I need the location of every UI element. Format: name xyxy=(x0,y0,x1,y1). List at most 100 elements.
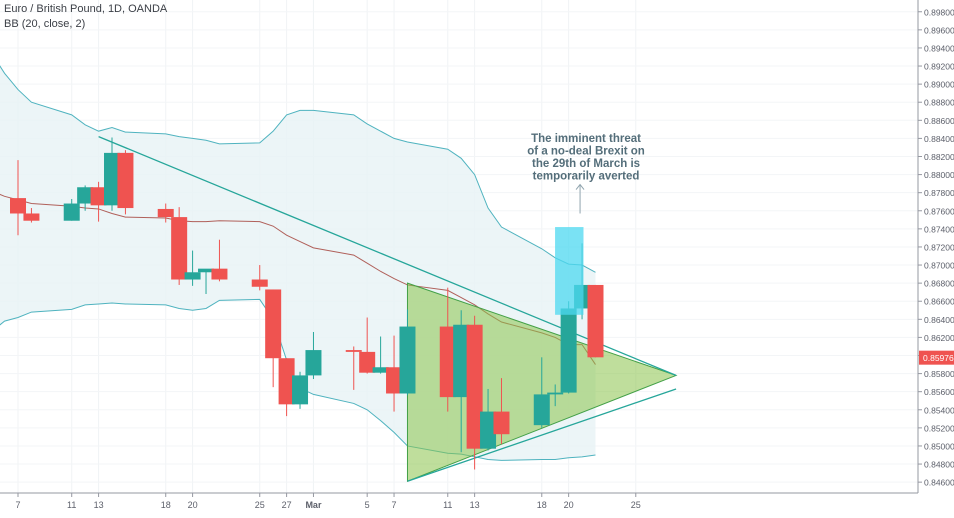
x-tick-label-5: 25 xyxy=(255,500,265,510)
candle-body-3 xyxy=(77,187,94,204)
y-tick-label-12: 0.87000 xyxy=(924,261,954,271)
candle-body-17 xyxy=(345,350,362,352)
candle-body-0 xyxy=(10,198,26,214)
y-tick-label-6: 0.85800 xyxy=(924,369,954,379)
candle-12 xyxy=(251,265,268,291)
y-tick-label-10: 0.86600 xyxy=(924,297,954,307)
y-tick-label-14: 0.87400 xyxy=(924,224,954,234)
candle-18 xyxy=(359,317,376,374)
candle-body-13 xyxy=(265,289,282,359)
candle-body-2 xyxy=(63,203,80,221)
candle-11 xyxy=(211,239,228,282)
candle-2 xyxy=(63,199,80,221)
x-tick-label-12: 18 xyxy=(537,500,547,510)
y-tick-label-9: 0.86400 xyxy=(924,315,954,325)
x-tick-label-3: 18 xyxy=(161,500,171,510)
candle-body-11 xyxy=(211,268,228,280)
trendline-upper xyxy=(98,135,677,377)
y-tick-label-23: 0.89200 xyxy=(924,62,954,72)
candle-body-14 xyxy=(278,358,295,405)
candle-body-7 xyxy=(157,208,174,218)
candle-24 xyxy=(466,315,483,470)
candle-23 xyxy=(453,310,470,453)
candle-body-21 xyxy=(399,326,416,394)
candle-21 xyxy=(399,309,416,396)
candle-13 xyxy=(265,289,282,388)
x-tick-label-6: 27 xyxy=(282,500,292,510)
candle-body-26 xyxy=(493,411,510,435)
candle-body-8 xyxy=(171,217,188,280)
y-tick-label-16: 0.87800 xyxy=(924,188,954,198)
candle-31 xyxy=(587,284,604,358)
y-tick-label-20: 0.88600 xyxy=(924,116,954,126)
candle-22 xyxy=(439,287,456,412)
y-tick-label-25: 0.89600 xyxy=(924,25,954,35)
candle-body-12 xyxy=(251,279,268,287)
annotation-line-2: the 29th of March is xyxy=(532,158,640,170)
y-tick-label-15: 0.87600 xyxy=(924,206,954,216)
x-tick-label-4: 20 xyxy=(188,500,198,510)
candle-28 xyxy=(547,384,564,407)
candle-15 xyxy=(292,371,309,409)
y-tick-label-5: 0.85600 xyxy=(924,387,954,397)
candle-body-16 xyxy=(305,350,322,376)
highlight-area xyxy=(555,227,584,315)
candle-27 xyxy=(533,357,550,428)
candle-1 xyxy=(23,208,40,223)
x-tick-label-0: 7 xyxy=(15,500,20,510)
annotation-line-1: of a no-deal Brexit on xyxy=(527,146,645,158)
x-tick-label-13: 20 xyxy=(564,500,574,510)
y-tick-label-3: 0.85200 xyxy=(924,423,954,433)
candle-body-18 xyxy=(359,351,376,373)
candle-body-5 xyxy=(104,152,121,206)
candle-body-20 xyxy=(386,367,403,394)
candle-17 xyxy=(345,346,362,390)
candle-5 xyxy=(104,137,121,211)
candle-body-4 xyxy=(90,187,107,206)
y-tick-label-17: 0.88000 xyxy=(924,170,954,180)
candle-4 xyxy=(90,181,107,222)
x-tick-label-7: Mar xyxy=(305,500,322,510)
candle-19 xyxy=(372,336,389,374)
chart-title: Euro / British Pound, 1D, OANDA xyxy=(4,3,168,15)
trendline-lower xyxy=(407,388,677,482)
y-tick-label-26: 0.89800 xyxy=(924,7,954,17)
candle-body-24 xyxy=(466,324,483,449)
x-tick-label-2: 13 xyxy=(94,500,104,510)
indicator-label: BB (20, close, 2) xyxy=(4,18,86,30)
annotation-line-0: The imminent threat xyxy=(531,133,641,145)
candle-body-15 xyxy=(292,375,309,405)
x-tick-label-1: 11 xyxy=(67,500,76,510)
candle-25 xyxy=(480,388,497,451)
y-tick-label-21: 0.88800 xyxy=(924,98,954,108)
candle-body-9 xyxy=(184,272,201,280)
candle-body-29 xyxy=(560,308,577,393)
candle-body-28 xyxy=(547,392,564,395)
annotation-line-3: temporarily averted xyxy=(533,171,640,183)
candle-6 xyxy=(117,150,134,215)
y-tick-label-11: 0.86800 xyxy=(924,279,954,289)
y-tick-label-22: 0.89000 xyxy=(924,80,954,90)
annotation-arrow-head xyxy=(575,183,585,190)
candle-body-22 xyxy=(439,326,456,398)
trendlines xyxy=(98,135,677,482)
y-tick-label-8: 0.86200 xyxy=(924,333,954,343)
y-tick-label-19: 0.88400 xyxy=(924,134,954,144)
candle-10 xyxy=(198,268,215,294)
candle-body-23 xyxy=(453,324,470,398)
candle-body-27 xyxy=(533,394,550,426)
y-tick-label-0: 0.84600 xyxy=(924,478,954,488)
candle-26 xyxy=(493,378,510,445)
candle-7 xyxy=(157,203,174,223)
last-price-badge xyxy=(919,350,954,365)
y-tick-label-13: 0.87200 xyxy=(924,242,954,252)
x-tick-label-8: 5 xyxy=(365,500,370,510)
x-tick-label-9: 7 xyxy=(392,500,397,510)
candle-body-31 xyxy=(587,284,604,358)
y-tick-label-1: 0.84800 xyxy=(924,460,954,470)
y-tick-label-24: 0.89400 xyxy=(924,43,954,53)
candle-body-10 xyxy=(198,268,215,273)
